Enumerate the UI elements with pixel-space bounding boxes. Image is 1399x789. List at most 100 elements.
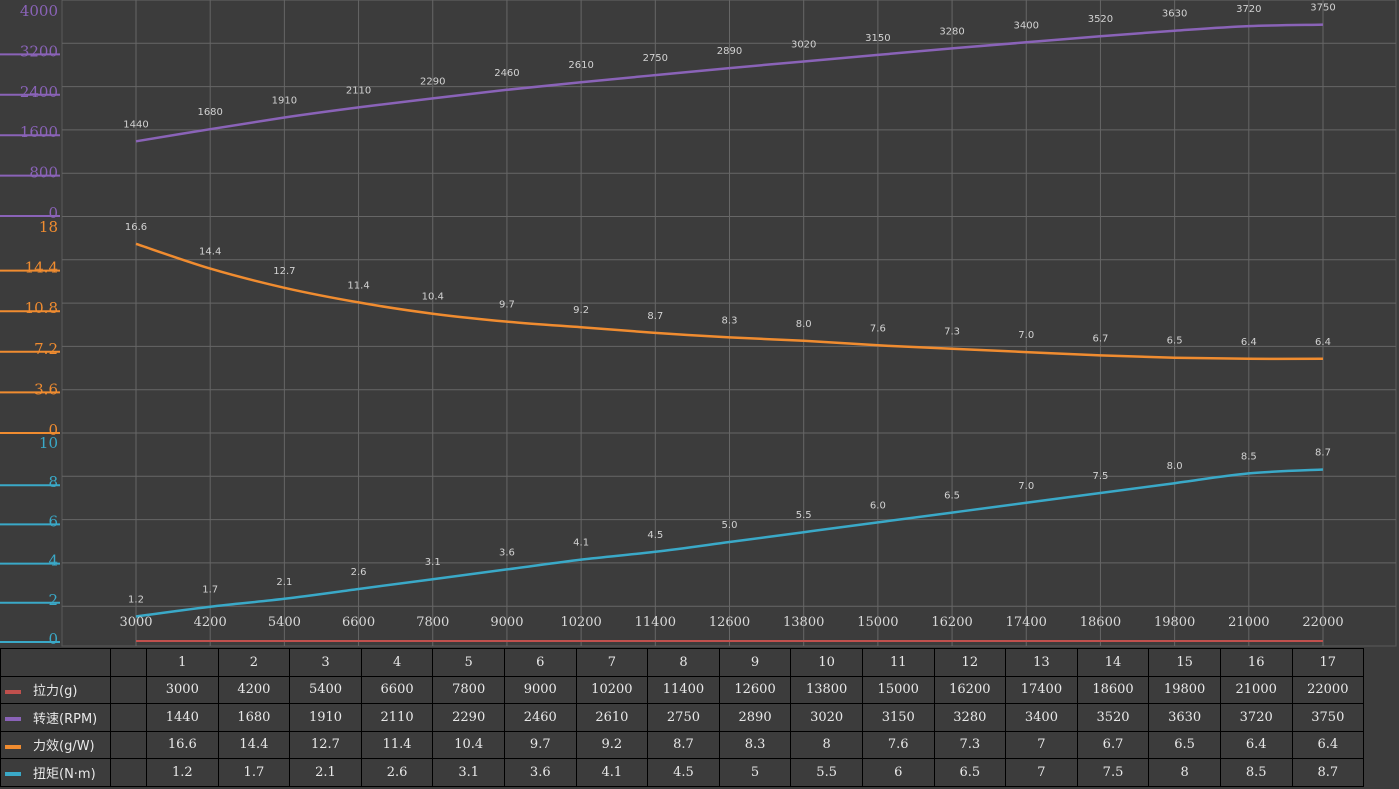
torque-data-label: 6.5 <box>944 491 960 502</box>
torque-data-label: 7.0 <box>1018 481 1034 492</box>
table-cell: 3750 <box>1291 703 1365 732</box>
x-tick-label: 9000 <box>490 615 523 630</box>
table-cell: 11.4 <box>360 730 434 759</box>
torque-data-label: 5.0 <box>722 520 738 531</box>
table-cell: 7.3 <box>933 730 1007 759</box>
table-cell: 18600 <box>1076 675 1150 704</box>
eff-data-label: 16.6 <box>125 222 147 233</box>
table-cell: 3000 <box>146 675 219 704</box>
table-cell: 5.5 <box>790 758 863 787</box>
eff-data-label: 9.2 <box>573 305 589 316</box>
table-cell: 22000 <box>1291 675 1365 704</box>
eff-axis-tick-label: 3.6 <box>34 380 58 398</box>
header-cell: 2 <box>217 648 291 677</box>
table-cell: 6.4 <box>1219 730 1293 759</box>
x-axis: 3000 4200 5400 6600 7800 9000 10200 11400 12600 1… <box>119 615 1343 630</box>
table-cell: 3520 <box>1076 703 1150 732</box>
torque-data-label: 1.7 <box>202 585 218 596</box>
table-cell: 6.4 <box>1291 730 1365 759</box>
eff-data-label: 6.4 <box>1315 337 1331 348</box>
x-tick-label: 10200 <box>560 615 601 630</box>
table-row: 转速(RPM) 1440 1680 1910 2110 2290 2460 2610 2750 2… <box>0 703 1365 732</box>
header-cell: 7 <box>575 648 649 677</box>
table-cell: 13800 <box>790 675 863 704</box>
table-cell: 8.5 <box>1219 758 1293 787</box>
torque-data-label: 6.0 <box>870 500 886 511</box>
table-cell: 9.7 <box>503 730 577 759</box>
eff-data-label: 11.4 <box>347 280 369 291</box>
eff-data-label: 7.6 <box>870 323 886 334</box>
rpm-data-label: 3400 <box>1014 20 1039 31</box>
table-header-row: 1 2 3 4 5 6 7 8 9 10 11 12 13 14 15 16 17 <box>0 648 1365 677</box>
torque-data-label: 4.5 <box>647 530 663 541</box>
header-blank-cell <box>0 648 111 677</box>
eff-data-label: 14.4 <box>199 247 221 258</box>
legend-swatch <box>5 772 21 777</box>
header-cell: 3 <box>289 648 362 677</box>
table-cell: 4200 <box>217 675 291 704</box>
rpm-axis-tick-label: 4000 <box>20 2 58 20</box>
row-spacer-cell <box>110 675 147 704</box>
header-cell: 13 <box>1005 648 1078 677</box>
table-cell: 21000 <box>1219 675 1293 704</box>
table-cell: 1.7 <box>217 758 291 787</box>
rpm-axis-tick-label: 800 <box>29 164 58 182</box>
rpm-data-label: 3020 <box>791 39 816 50</box>
torque-data-label: 3.6 <box>499 547 515 558</box>
rpm-data-label: 1440 <box>123 119 148 130</box>
rpm-data-label: 2750 <box>643 53 668 64</box>
torque-data-label: 2.1 <box>276 577 292 588</box>
rpm-data-label: 3280 <box>939 26 964 37</box>
table-cell: 8 <box>790 730 863 759</box>
rpm-data-label: 1910 <box>272 96 297 107</box>
table-cell: 7 <box>1005 758 1078 787</box>
row-label-cell: 力效(g/W) <box>0 730 111 759</box>
rpm-data-label: 3720 <box>1236 4 1261 15</box>
series-layer: 1440 1680 1910 2110 2290 2460 2610 2750 2890 3020… <box>123 3 1336 642</box>
eff-data-label: 10.4 <box>422 292 444 303</box>
rpm-series-line <box>135 23 1324 143</box>
table-cell: 1680 <box>217 703 291 732</box>
table-cell: 7 <box>1005 730 1078 759</box>
table-cell: 10.4 <box>432 730 505 759</box>
torque-data-label: 1.2 <box>128 594 144 605</box>
x-tick-label: 13800 <box>783 615 824 630</box>
torque-data-label: 7.5 <box>1092 471 1108 482</box>
x-tick-label: 6600 <box>342 615 375 630</box>
row-label: 转速(RPM) <box>33 711 98 727</box>
rpm-axis-tick-label: 1600 <box>20 123 58 141</box>
header-cell: 15 <box>1148 648 1221 677</box>
table-cell: 2610 <box>575 703 649 732</box>
x-tick-label: 21000 <box>1228 615 1269 630</box>
eff-data-label: 8.3 <box>722 315 738 326</box>
torque-axis-tick-label: 10 <box>39 434 58 452</box>
legend-swatch <box>5 717 21 722</box>
table-row: 力效(g/W) 16.6 14.4 12.7 11.4 10.4 9.7 9.2 8.7 8.3 8… <box>0 730 1365 759</box>
table-cell: 3.1 <box>432 758 505 787</box>
rpm-data-label: 2610 <box>568 60 593 71</box>
rpm-axis-tick-label: 0 <box>48 204 58 222</box>
x-tick-label: 15000 <box>857 615 898 630</box>
eff-axis-tick-label: 7.2 <box>34 340 58 358</box>
table-cell: 3720 <box>1219 703 1293 732</box>
chart-grid <box>61 0 1397 647</box>
eff-data-label: 7.0 <box>1018 330 1034 341</box>
table-cell: 15000 <box>861 675 935 704</box>
x-tick-label: 22000 <box>1302 615 1343 630</box>
eff-data-label: 9.7 <box>499 300 515 311</box>
table-cell: 5400 <box>289 675 362 704</box>
header-cell: 5 <box>432 648 505 677</box>
table-cell: 2.1 <box>289 758 362 787</box>
row-label-cell: 拉力(g) <box>0 675 111 704</box>
eff-axis-tick-label: 0 <box>48 421 58 439</box>
table-cell: 5 <box>718 758 792 787</box>
table-cell: 3630 <box>1148 703 1221 732</box>
table-cell: 8 <box>1148 758 1221 787</box>
table-cell: 6.7 <box>1076 730 1150 759</box>
table-cell: 2890 <box>718 703 792 732</box>
rpm-data-label: 3630 <box>1162 9 1187 20</box>
rpm-data-label: 1680 <box>197 107 222 118</box>
table-cell: 1440 <box>146 703 219 732</box>
header-cell: 1 <box>146 648 219 677</box>
table-cell: 17400 <box>1005 675 1078 704</box>
